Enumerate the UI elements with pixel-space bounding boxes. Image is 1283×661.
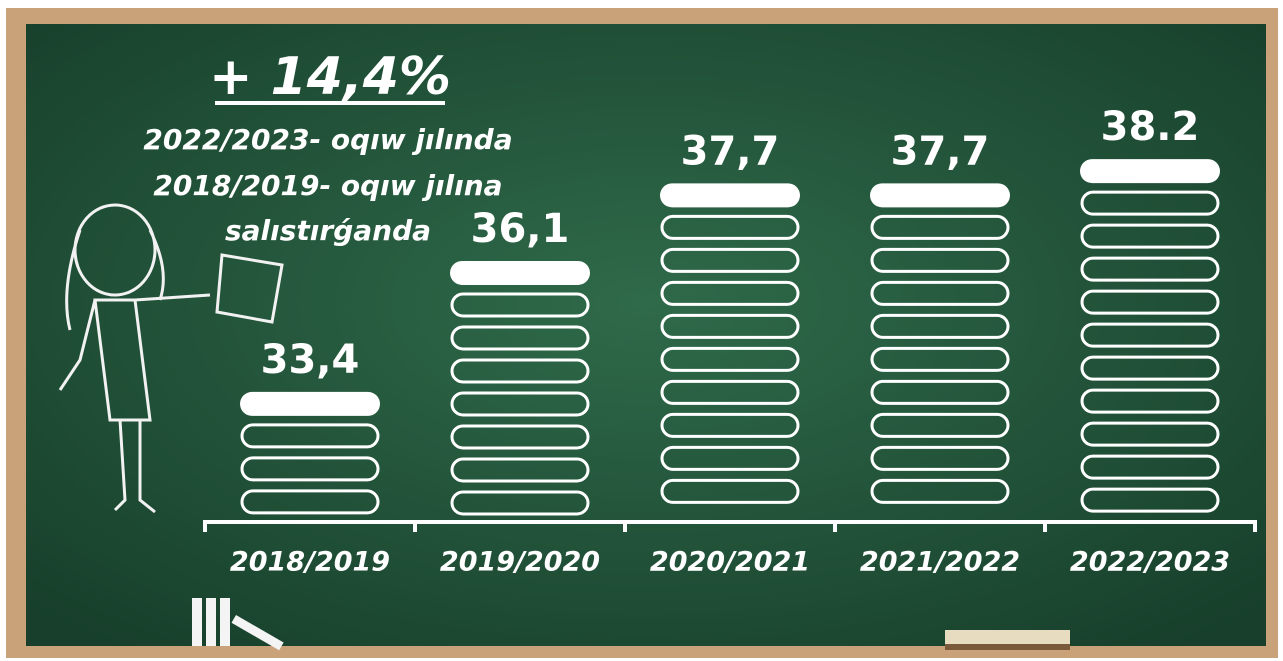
bar-segment bbox=[240, 456, 380, 482]
bar-cap bbox=[870, 183, 1010, 208]
bar-segment bbox=[660, 379, 800, 405]
teacher bbox=[58, 203, 284, 514]
bar-segment bbox=[870, 379, 1010, 405]
x-tick-label: 2022/2023 bbox=[1070, 547, 1230, 578]
bar-segment bbox=[450, 391, 590, 417]
bar-segment bbox=[660, 313, 800, 339]
bar-segment bbox=[660, 346, 800, 372]
annotation: 2018/2019- oqıw jılına bbox=[153, 169, 502, 202]
value-label: 37,7 bbox=[681, 128, 780, 174]
bar-segment bbox=[1080, 256, 1220, 282]
bar bbox=[450, 260, 590, 516]
bar-segment bbox=[660, 214, 800, 240]
chalk bbox=[192, 598, 284, 651]
bar-segment bbox=[870, 214, 1010, 240]
bar bbox=[660, 183, 800, 504]
bar-segment bbox=[660, 412, 800, 438]
board bbox=[26, 24, 1266, 646]
bar bbox=[1080, 159, 1220, 513]
eraser bbox=[945, 630, 1070, 650]
bar-segment bbox=[870, 412, 1010, 438]
bar-segment bbox=[1080, 487, 1220, 513]
bar-segment bbox=[450, 358, 590, 384]
bar-segment bbox=[1080, 421, 1220, 447]
bar-segment bbox=[1080, 190, 1220, 216]
bar-segment bbox=[1080, 223, 1220, 249]
bar-cap bbox=[1080, 159, 1220, 184]
bar-segment bbox=[450, 490, 590, 516]
bar-segment bbox=[660, 280, 800, 306]
bar-cap bbox=[450, 260, 590, 285]
bar-cap bbox=[660, 183, 800, 208]
bar-segment bbox=[870, 313, 1010, 339]
bar-segment bbox=[1080, 322, 1220, 348]
bar-segment bbox=[1080, 289, 1220, 315]
x-tick-label: 2021/2022 bbox=[860, 547, 1020, 578]
x-tick-label: 2020/2021 bbox=[650, 547, 810, 578]
bar-segment bbox=[1080, 355, 1220, 381]
bar-segment bbox=[660, 247, 800, 273]
bar-segment bbox=[450, 292, 590, 318]
bar-segment bbox=[450, 325, 590, 351]
bar-segment bbox=[1080, 454, 1220, 480]
bar-segment bbox=[660, 445, 800, 471]
value-label: 33,4 bbox=[261, 337, 360, 383]
value-label: 37,7 bbox=[891, 128, 990, 174]
bar bbox=[240, 391, 380, 515]
bar-segment bbox=[660, 478, 800, 504]
bar bbox=[870, 183, 1010, 504]
annotation: salıstırǵanda bbox=[225, 214, 431, 247]
bar-segment bbox=[450, 457, 590, 483]
bar-segment bbox=[1080, 388, 1220, 414]
annotation: + 14,4% bbox=[209, 47, 451, 107]
value-label: 36,1 bbox=[471, 206, 570, 252]
bar-cap bbox=[240, 391, 380, 416]
bar-segment bbox=[240, 423, 380, 449]
bar-segment bbox=[870, 280, 1010, 306]
annotation: 2022/2023- oqıw jılında bbox=[143, 123, 512, 156]
bar-segment bbox=[870, 478, 1010, 504]
bar-segment bbox=[240, 489, 380, 515]
bar-segment bbox=[450, 424, 590, 450]
bar-segment bbox=[870, 346, 1010, 372]
bar-segment bbox=[870, 247, 1010, 273]
bar-segment bbox=[870, 445, 1010, 471]
x-tick-label: 2019/2020 bbox=[440, 547, 600, 578]
x-tick-label: 2018/2019 bbox=[230, 547, 390, 578]
value-label: 38.2 bbox=[1101, 104, 1200, 150]
